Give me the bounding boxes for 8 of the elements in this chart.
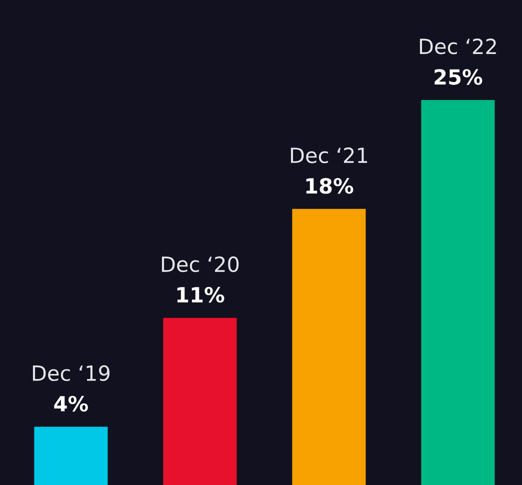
data-label: 25%	[434, 69, 482, 85]
data-label: 18%	[306, 178, 354, 194]
x-tick-label: Dec ‘20	[162, 256, 239, 272]
data-label: 4%	[54, 396, 88, 412]
x-tick-label: Dec ‘21	[290, 147, 368, 164]
x-tick-label: Dec ‘19	[32, 365, 110, 382]
data-label: 11%	[177, 286, 224, 303]
x-tick-label: Dec ‘22	[420, 38, 496, 54]
